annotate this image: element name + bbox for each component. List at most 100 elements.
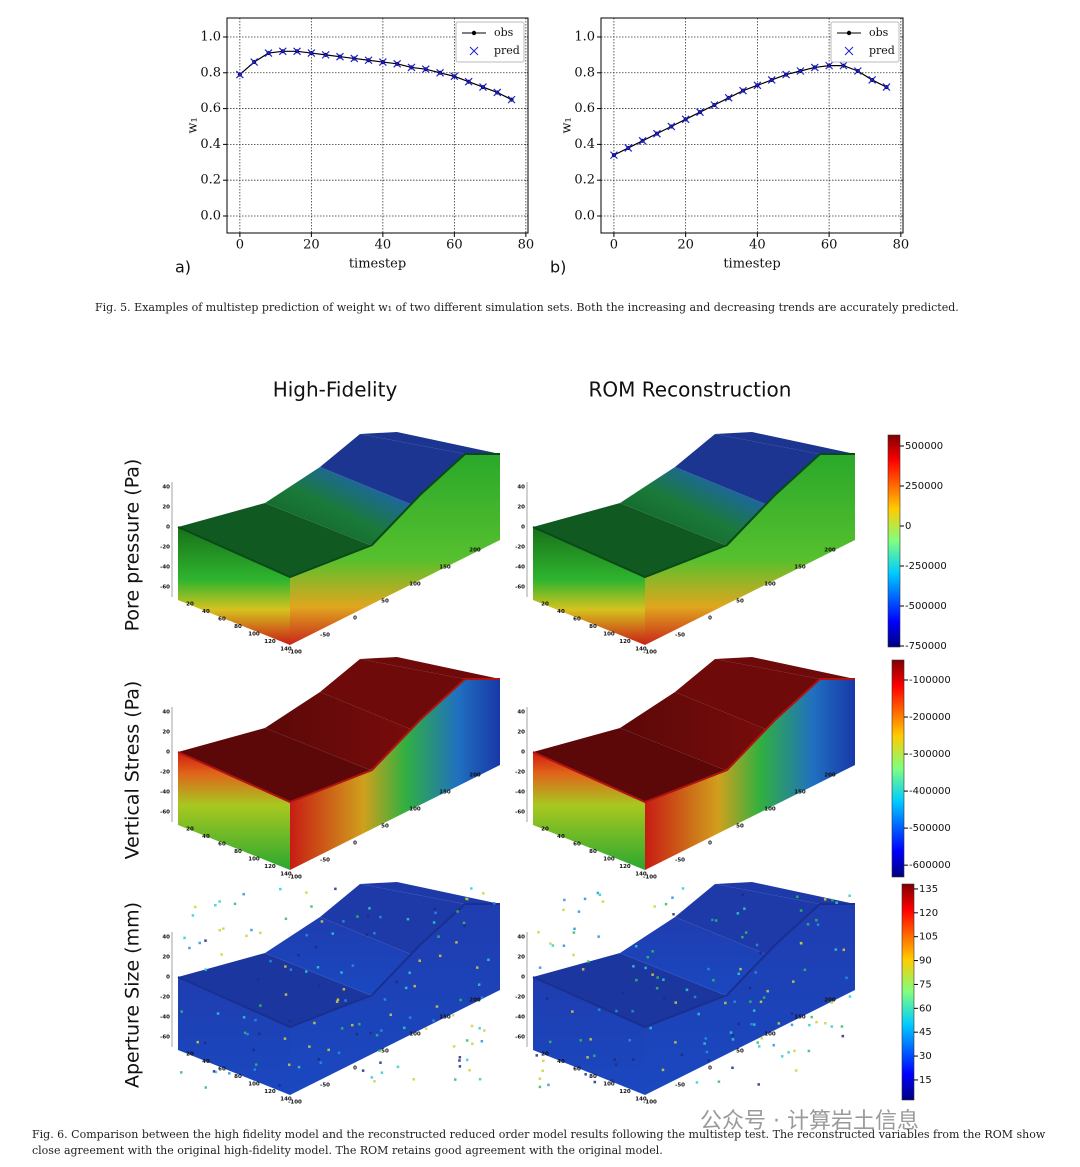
texture-speck (681, 887, 685, 890)
texture-speck (256, 978, 260, 981)
top-surface (178, 953, 370, 1027)
top-surface (178, 503, 370, 577)
texture-speck (737, 1022, 740, 1026)
render-tick-label: 0 (708, 1066, 712, 1072)
texture-speck (663, 997, 666, 1000)
texture-speck (834, 948, 838, 951)
edge (177, 903, 500, 1029)
render-tick-label: 80 (234, 624, 242, 630)
texture-speck (308, 1045, 311, 1048)
x-tick-label: 0 (610, 238, 618, 253)
render-tick-label: -50 (675, 1083, 685, 1089)
texture-speck (760, 1037, 764, 1040)
texture-speck (597, 1008, 601, 1012)
texture-speck (305, 933, 308, 937)
point (609, 151, 618, 160)
y-axis-label: w₁ (186, 117, 201, 133)
colorbar-tick-label: -250000 (905, 561, 947, 572)
texture-speck (736, 912, 740, 915)
point (436, 68, 444, 77)
texture-speck (458, 1056, 462, 1059)
render-tick-label: 140 (635, 647, 647, 653)
texture-speck (772, 1043, 775, 1047)
texture-speck (744, 931, 748, 934)
front-face (533, 527, 645, 645)
render-tick-label: 100 (409, 807, 421, 813)
render-tick-label: -40 (515, 1015, 525, 1021)
texture-speck (320, 920, 324, 923)
render-tick-label: 50 (736, 1049, 744, 1055)
texture-speck (380, 1071, 384, 1074)
texture-speck (252, 1048, 255, 1052)
render-tick-label: 40 (557, 1059, 565, 1065)
texture-speck (711, 918, 714, 922)
render-3d: 40200-20-40-6020406080100120140-100-5005… (160, 882, 500, 1106)
render-tick-label: 20 (162, 730, 170, 736)
render-tick-label: 100 (248, 857, 260, 863)
texture-speck (465, 1039, 469, 1042)
texture-speck (610, 1079, 613, 1082)
texture-speck (437, 935, 440, 938)
y-tick-label: 0.6 (200, 101, 221, 116)
render-tick-label: 150 (439, 1015, 451, 1021)
texture-speck (656, 976, 659, 979)
texture-speck (707, 967, 710, 971)
texture-speck (408, 1016, 412, 1019)
render-tick-label: -40 (160, 790, 170, 796)
texture-speck (370, 1076, 374, 1079)
render-tick-label: 100 (603, 632, 615, 638)
texture-speck (733, 1000, 736, 1003)
render-tick-label: -20 (160, 545, 170, 551)
texture-speck (794, 1069, 798, 1072)
texture-speck (750, 1022, 753, 1026)
texture-speck (705, 1050, 709, 1054)
texture-speck (456, 910, 459, 913)
top-surface (715, 882, 855, 904)
texture-speck (432, 921, 436, 924)
colorbar-tick-label: 90 (919, 956, 932, 967)
render-tick-label: 200 (469, 548, 481, 554)
render-tick-label: 40 (557, 834, 565, 840)
texture-speck (753, 1023, 756, 1026)
x-tick-label: 0 (236, 238, 244, 253)
render-tick-label: 60 (218, 1067, 226, 1073)
colorbar (887, 434, 901, 648)
render-tick-label: 60 (573, 842, 581, 848)
point (464, 77, 473, 86)
texture-speck (342, 920, 345, 923)
render-tick-label: 120 (619, 864, 631, 870)
render-tick-label: -40 (160, 1015, 170, 1021)
render-tick-label: 40 (202, 834, 210, 840)
texture-speck (704, 1037, 708, 1040)
texture-speck (759, 951, 762, 955)
front-face (178, 977, 290, 1095)
texture-speck (651, 973, 654, 976)
render-tick-label: 0 (521, 750, 525, 756)
texture-speck (212, 1070, 216, 1073)
render-tick-label: 0 (353, 841, 357, 847)
render-tick-label: 80 (234, 849, 242, 855)
y-tick-label: 0.0 (200, 208, 221, 223)
render-tick-label: -60 (160, 810, 170, 816)
texture-speck (331, 932, 334, 935)
texture-speck (695, 1081, 699, 1084)
texture-speck (451, 1014, 455, 1017)
colorbar-tick-label: 250000 (905, 481, 943, 492)
render-tick-label: 40 (517, 935, 525, 941)
render-tick-label: 0 (353, 616, 357, 622)
texture-speck (685, 988, 689, 992)
top-surface (620, 692, 780, 770)
texture-speck (459, 998, 462, 1002)
texture-speck (188, 946, 191, 950)
side-face (645, 904, 855, 1095)
texture-speck (661, 1068, 665, 1072)
y-tick-label: 0.2 (574, 173, 595, 188)
texture-speck (222, 927, 225, 930)
texture-speck (579, 1039, 582, 1042)
render-tick-label: 60 (573, 1067, 581, 1073)
render-tick-label: 40 (162, 710, 170, 716)
texture-speck (259, 1004, 262, 1007)
texture-speck (373, 1080, 376, 1083)
render-tick-label: 120 (264, 1089, 276, 1095)
texture-speck (204, 1086, 208, 1089)
